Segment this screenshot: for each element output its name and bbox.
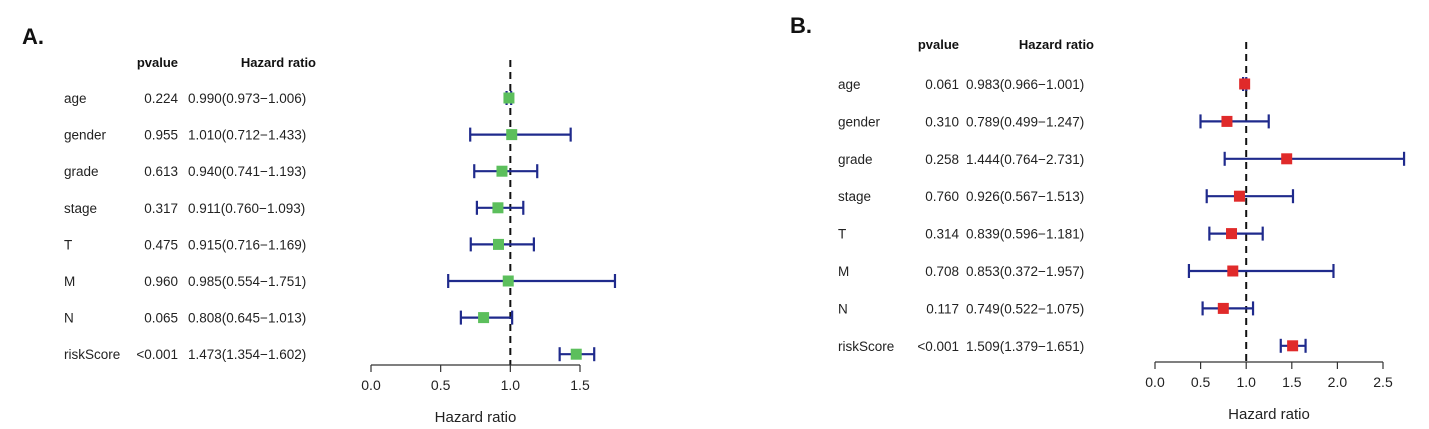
hazard-ratio-cell: 0.926(0.567−1.513) xyxy=(966,189,1084,204)
hazard-ratio-marker xyxy=(1281,153,1293,165)
variable-label: M xyxy=(64,274,75,289)
x-tick-label: 1.0 xyxy=(1236,374,1256,390)
variable-label: T xyxy=(64,237,72,252)
panel-label: B. xyxy=(790,13,812,38)
hazard-ratio-cell: 1.010(0.712−1.433) xyxy=(188,128,306,143)
pvalue-column-header: pvalue xyxy=(918,37,959,52)
pvalue-cell: 0.065 xyxy=(144,311,178,326)
hazard-ratio-cell: 0.983(0.966−1.001) xyxy=(966,77,1084,92)
forest-plot-panel-b: B. pvalue Hazard ratio age 0.061 0.983(0.966−… xyxy=(790,13,1406,423)
hazard-ratio-marker xyxy=(502,275,514,287)
hazard-ratio-marker xyxy=(1226,228,1238,240)
pvalue-cell: 0.955 xyxy=(144,128,178,143)
pvalue-cell: <0.001 xyxy=(917,339,959,354)
variable-label: stage xyxy=(838,189,871,204)
variable-label: age xyxy=(64,91,87,106)
forest-plot-panel-a: A. pvalue Hazard ratio age 0.224 0.990(0.973−… xyxy=(22,24,617,426)
x-tick-label: 0.5 xyxy=(431,377,451,393)
pvalue-cell: 0.613 xyxy=(144,164,178,179)
hazard-ratio-marker xyxy=(1221,115,1233,127)
pvalue-cell: 0.708 xyxy=(925,264,959,279)
pvalue-cell: 0.760 xyxy=(925,189,959,204)
hazard-ratio-cell: 0.911(0.760−1.093) xyxy=(188,201,305,216)
hazard-ratio-cell: 1.473(1.354−1.602) xyxy=(188,347,306,362)
hazard-ratio-marker xyxy=(1287,340,1299,352)
pvalue-cell: 0.117 xyxy=(926,301,959,316)
variable-label: gender xyxy=(64,128,107,143)
hazard-ratio-cell: 1.509(1.379−1.651) xyxy=(966,339,1084,354)
variable-label: age xyxy=(838,77,861,92)
hazard-ratio-cell: 0.990(0.973−1.006) xyxy=(188,91,306,106)
hazard-ratio-cell: 0.789(0.499−1.247) xyxy=(966,114,1084,129)
x-tick-label: 0.0 xyxy=(361,377,381,393)
hazard-ratio-cell: 0.808(0.645−1.013) xyxy=(188,311,306,326)
variable-label: riskScore xyxy=(64,347,120,362)
pvalue-cell: 0.224 xyxy=(144,91,178,106)
pvalue-cell: 0.258 xyxy=(925,152,959,167)
x-tick-label: 1.5 xyxy=(1282,374,1302,390)
hazard-ratio-cell: 0.853(0.372−1.957) xyxy=(966,264,1084,279)
variable-label: M xyxy=(838,264,849,279)
hazard-ratio-marker xyxy=(503,92,515,104)
pvalue-cell: 0.475 xyxy=(144,237,178,252)
x-tick-label: 0.0 xyxy=(1145,374,1165,390)
x-axis-title: Hazard ratio xyxy=(435,409,517,426)
hazard-ratio-cell: 0.940(0.741−1.193) xyxy=(188,164,306,179)
variable-label: T xyxy=(838,227,846,242)
pvalue-cell: 0.314 xyxy=(925,227,959,242)
pvalue-cell: 0.317 xyxy=(144,201,178,216)
pvalue-cell: 0.310 xyxy=(925,114,959,129)
x-tick-label: 1.5 xyxy=(570,377,590,393)
hazard-ratio-cell: 1.444(0.764−2.731) xyxy=(966,152,1084,167)
panel-label: A. xyxy=(22,24,44,49)
x-tick-label: 2.0 xyxy=(1328,374,1348,390)
hazard-ratio-column-header: Hazard ratio xyxy=(241,55,316,70)
hazard-ratio-cell: 0.915(0.716−1.169) xyxy=(188,237,306,252)
x-tick-label: 1.0 xyxy=(501,377,521,393)
variable-label: N xyxy=(838,301,848,316)
x-tick-label: 2.5 xyxy=(1373,374,1393,390)
variable-label: riskScore xyxy=(838,339,894,354)
hazard-ratio-marker xyxy=(1227,265,1239,277)
hazard-ratio-marker xyxy=(492,202,504,214)
pvalue-cell: 0.960 xyxy=(144,274,178,289)
pvalue-cell: <0.001 xyxy=(136,347,178,362)
variable-label: N xyxy=(64,311,74,326)
hazard-ratio-marker xyxy=(1233,190,1245,202)
pvalue-column-header: pvalue xyxy=(137,55,178,70)
hazard-ratio-cell: 0.985(0.554−1.751) xyxy=(188,274,306,289)
hazard-ratio-column-header: Hazard ratio xyxy=(1019,37,1094,52)
hazard-ratio-marker xyxy=(506,129,518,141)
x-tick-label: 0.5 xyxy=(1191,374,1211,390)
hazard-ratio-cell: 0.749(0.522−1.075) xyxy=(966,301,1084,316)
hazard-ratio-marker xyxy=(1217,302,1229,314)
hazard-ratio-marker xyxy=(1239,78,1251,90)
variable-label: stage xyxy=(64,201,97,216)
x-axis-title: Hazard ratio xyxy=(1228,406,1310,423)
hazard-ratio-cell: 0.839(0.596−1.181) xyxy=(966,227,1084,242)
variable-label: grade xyxy=(64,164,99,179)
hazard-ratio-marker xyxy=(570,348,582,360)
hazard-ratio-marker xyxy=(492,238,504,250)
hazard-ratio-marker xyxy=(478,312,490,324)
pvalue-cell: 0.061 xyxy=(925,77,959,92)
hazard-ratio-marker xyxy=(496,165,508,177)
variable-label: gender xyxy=(838,114,881,129)
variable-label: grade xyxy=(838,152,873,167)
